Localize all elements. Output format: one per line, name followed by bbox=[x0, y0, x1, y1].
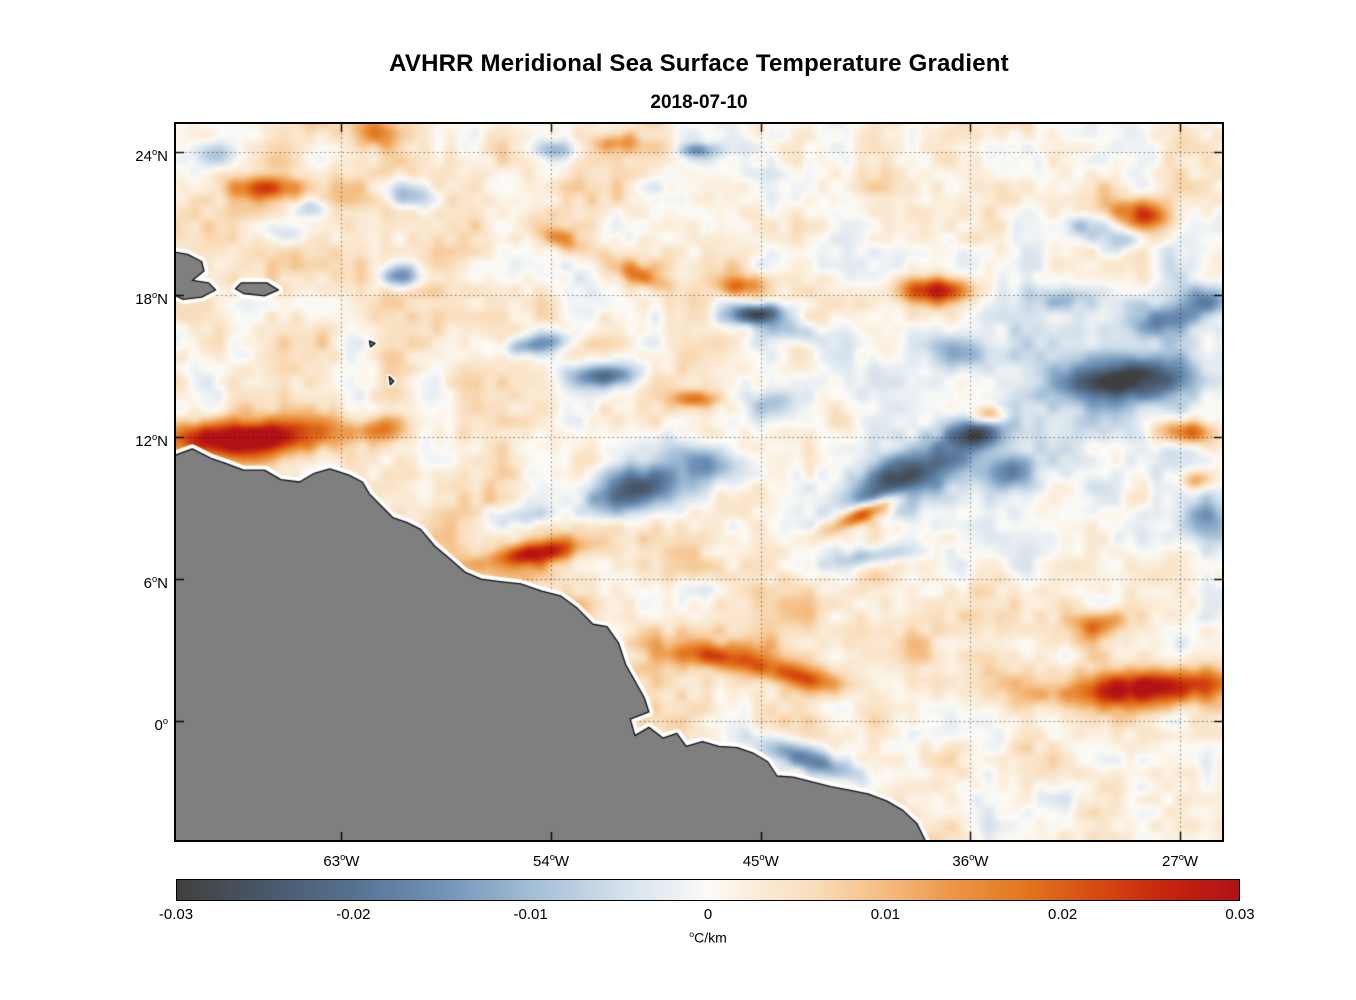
colorbar-tick-label: 0.03 bbox=[1225, 906, 1255, 923]
y-axis-tick-label: 12oN bbox=[135, 431, 168, 450]
x-axis-tick-label: 27oW bbox=[1162, 852, 1199, 870]
colorbar-tick-label: 0.02 bbox=[1048, 906, 1078, 923]
y-axis-tick-label: 18oN bbox=[135, 289, 168, 308]
colorbar-tick-label: -0.02 bbox=[336, 906, 371, 923]
colorbar-tick-label: -0.03 bbox=[158, 906, 194, 923]
x-axis-tick-label: 54oW bbox=[533, 852, 570, 870]
y-axis-tick-label: 0o bbox=[154, 716, 168, 735]
chart-subtitle: 2018-07-10 bbox=[650, 92, 748, 113]
x-axis-tick-label: 63oW bbox=[323, 852, 360, 870]
map-plot-area bbox=[174, 122, 1224, 842]
x-axis-tick-label: 36oW bbox=[952, 852, 989, 870]
y-axis-tick-label: 6oN bbox=[143, 574, 168, 593]
colorbar-tick-label: -0.01 bbox=[513, 906, 548, 923]
x-axis-tick-label: 45oW bbox=[742, 852, 779, 870]
y-axis-tick-label: 24oN bbox=[135, 147, 168, 166]
colorbar bbox=[176, 879, 1240, 901]
heatmap-canvas bbox=[176, 124, 1222, 840]
colorbar-tick-label: 0 bbox=[703, 906, 713, 923]
colorbar-tick-label: 0.01 bbox=[870, 906, 900, 923]
colorbar-units-label: oC/km bbox=[689, 929, 727, 946]
chart-title: AVHRR Meridional Sea Surface Temperature… bbox=[389, 50, 1009, 77]
